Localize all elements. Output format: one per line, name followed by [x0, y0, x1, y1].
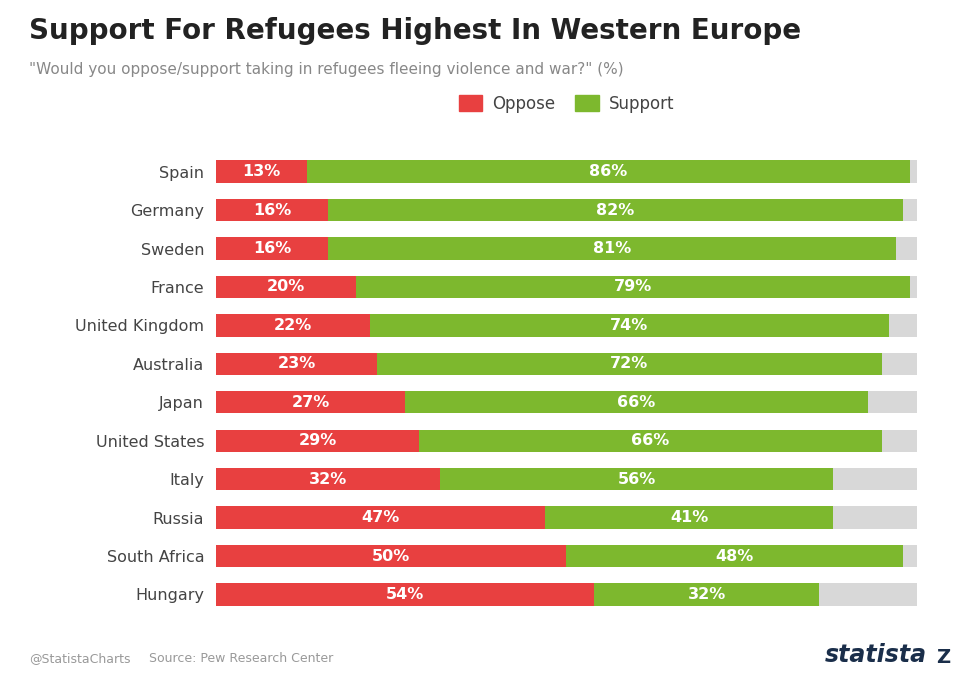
Text: statista: statista [825, 643, 926, 667]
Text: 50%: 50% [372, 549, 410, 564]
Text: "Would you oppose/support taking in refugees fleeing violence and war?" (%): "Would you oppose/support taking in refu… [29, 62, 623, 77]
Text: 54%: 54% [386, 587, 424, 602]
Text: 48%: 48% [715, 549, 754, 564]
Bar [328, 237, 896, 260]
Bar [216, 353, 917, 375]
Bar [216, 430, 420, 452]
Bar [216, 391, 917, 413]
Bar [216, 237, 917, 260]
Text: Support For Refugees Highest In Western Europe: Support For Refugees Highest In Western … [29, 17, 801, 45]
Text: 56%: 56% [617, 472, 656, 486]
Text: Z: Z [936, 648, 950, 667]
Text: 32%: 32% [309, 472, 348, 486]
Text: Source: Pew Research Center: Source: Pew Research Center [149, 652, 333, 665]
Bar [216, 545, 566, 567]
Bar [216, 314, 917, 337]
Text: 66%: 66% [617, 395, 656, 410]
Text: 32%: 32% [687, 587, 726, 602]
Text: 47%: 47% [362, 510, 399, 525]
Text: 66%: 66% [632, 433, 670, 448]
Text: 27%: 27% [292, 395, 329, 410]
Bar [216, 353, 377, 375]
Text: 20%: 20% [267, 280, 305, 294]
Bar [216, 468, 917, 490]
Text: 81%: 81% [593, 241, 631, 256]
Text: 82%: 82% [596, 202, 635, 218]
Bar [371, 314, 889, 337]
Text: 29%: 29% [299, 433, 337, 448]
Bar [216, 430, 917, 452]
Text: 16%: 16% [252, 241, 291, 256]
Bar [594, 583, 819, 605]
Bar [356, 276, 910, 298]
Text: 74%: 74% [611, 318, 649, 333]
Bar [441, 468, 832, 490]
Bar [216, 161, 917, 183]
Bar [216, 237, 328, 260]
Text: 13%: 13% [243, 164, 280, 179]
Bar [216, 391, 405, 413]
Legend: Oppose, Support: Oppose, Support [450, 87, 683, 121]
Bar [216, 583, 594, 605]
Bar [307, 161, 910, 183]
Text: 23%: 23% [277, 356, 316, 371]
Bar [566, 545, 902, 567]
Text: 22%: 22% [274, 318, 312, 333]
Bar [216, 199, 328, 221]
Bar [216, 468, 441, 490]
Text: 86%: 86% [589, 164, 628, 179]
Bar [216, 199, 917, 221]
Bar [216, 276, 356, 298]
Text: @StatistaCharts: @StatistaCharts [29, 652, 131, 665]
Bar [216, 506, 545, 529]
Bar [420, 430, 881, 452]
Bar [328, 199, 902, 221]
Bar [377, 353, 881, 375]
Text: 16%: 16% [252, 202, 291, 218]
Text: 41%: 41% [670, 510, 708, 525]
Bar [216, 161, 307, 183]
Bar [216, 276, 917, 298]
Bar [216, 314, 371, 337]
Bar [405, 391, 868, 413]
Text: 79%: 79% [613, 280, 652, 294]
Bar [545, 506, 832, 529]
Bar [216, 583, 917, 605]
Bar [216, 545, 917, 567]
Bar [216, 506, 917, 529]
Text: 72%: 72% [611, 356, 649, 371]
